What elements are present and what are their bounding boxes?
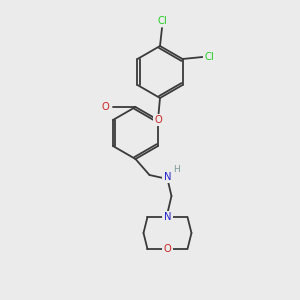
Text: N: N <box>164 212 171 222</box>
Text: O: O <box>154 115 162 125</box>
Text: O: O <box>164 244 171 254</box>
Text: O: O <box>102 102 110 112</box>
Text: N: N <box>164 172 171 182</box>
Text: H: H <box>173 166 180 175</box>
Text: Cl: Cl <box>157 16 167 26</box>
Text: Cl: Cl <box>205 52 214 62</box>
